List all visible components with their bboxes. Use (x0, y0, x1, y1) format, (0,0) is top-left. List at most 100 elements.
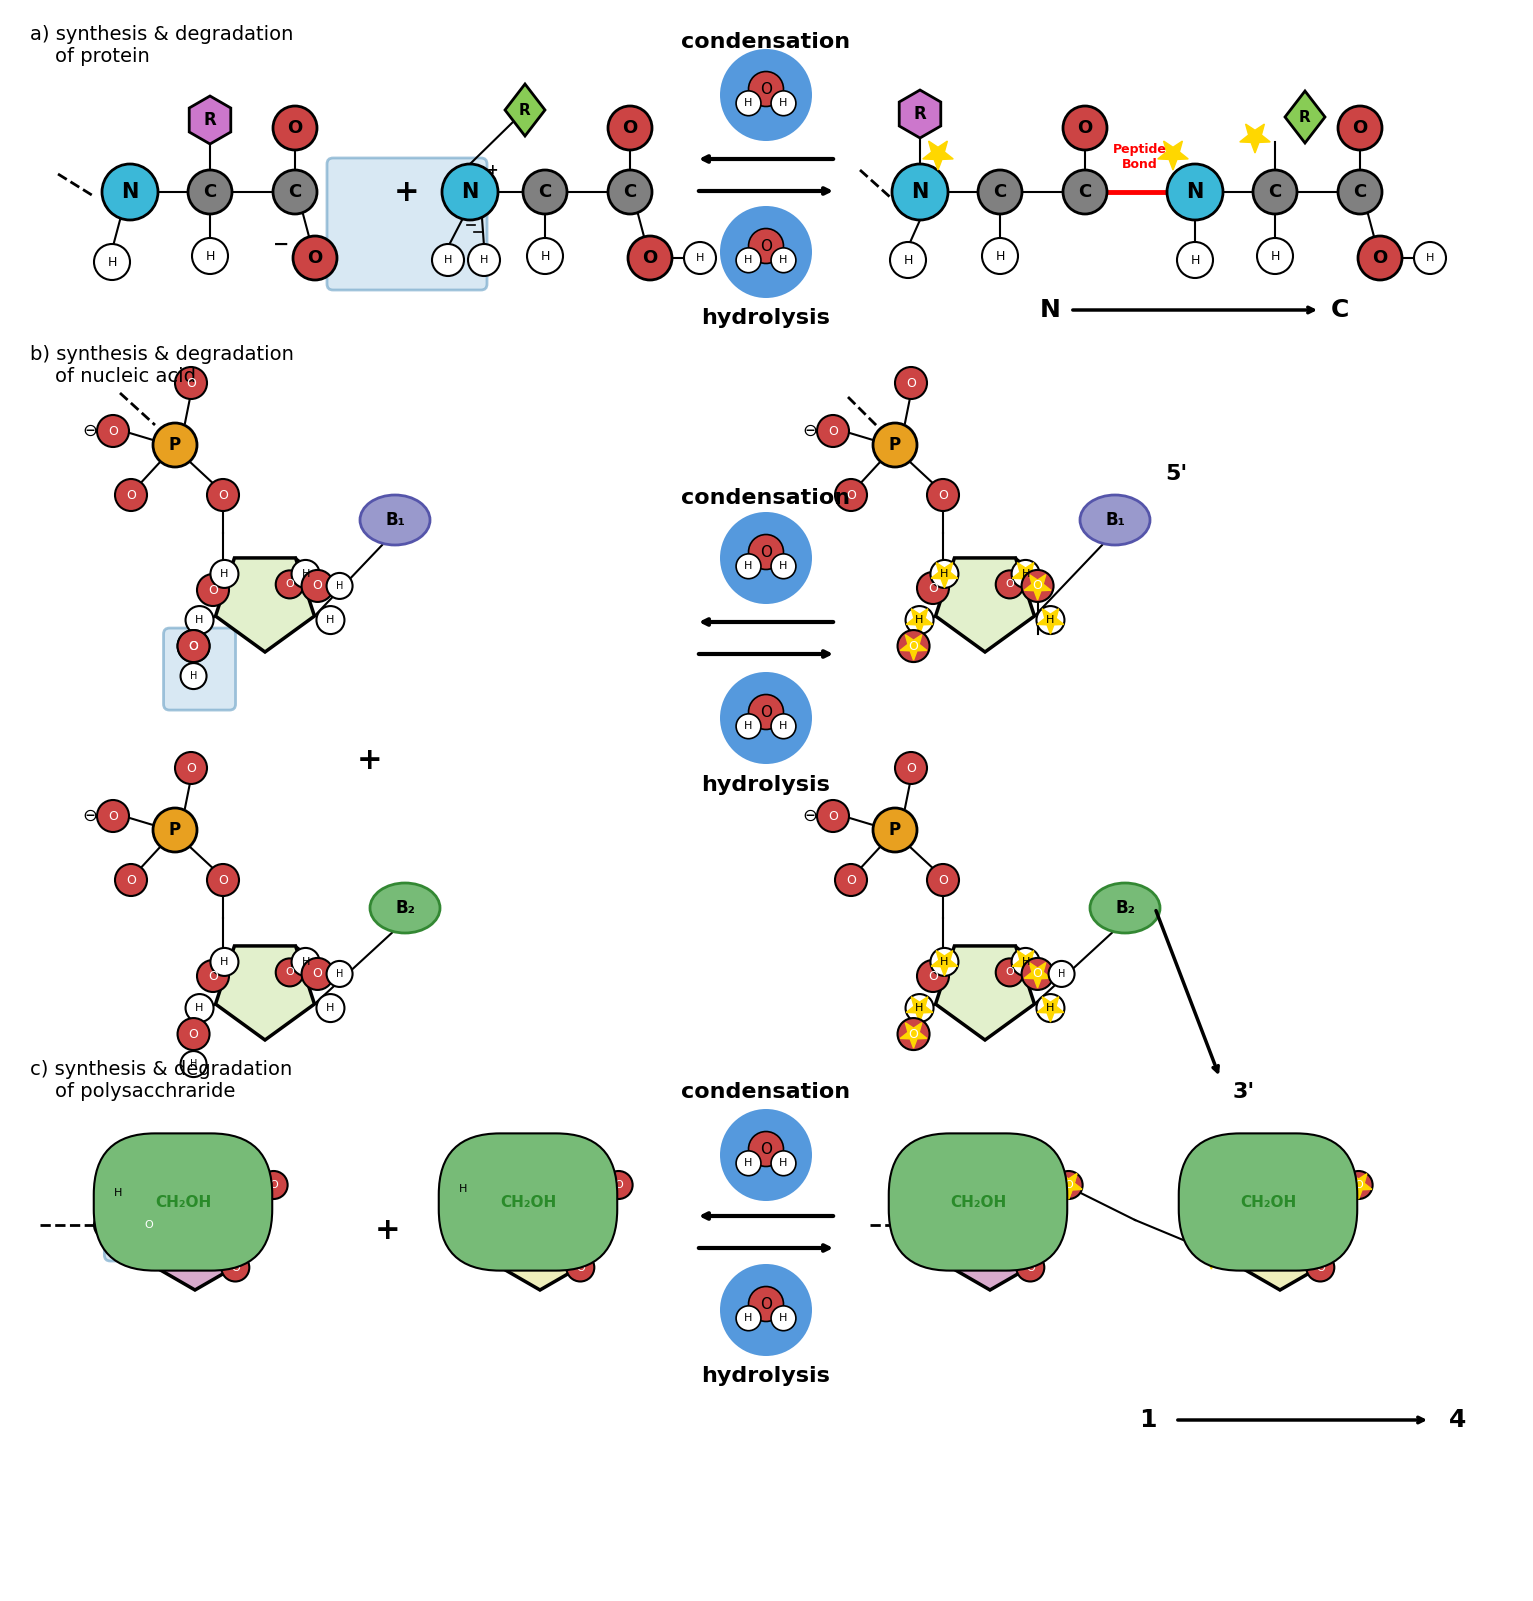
Text: H: H (480, 255, 487, 266)
Circle shape (103, 163, 158, 219)
Text: N: N (911, 183, 929, 202)
Circle shape (181, 1052, 207, 1077)
Text: O: O (927, 970, 938, 983)
Text: R: R (520, 102, 530, 117)
Text: B₁: B₁ (385, 511, 405, 528)
Text: H: H (205, 250, 215, 263)
Circle shape (1036, 607, 1064, 634)
Text: H: H (779, 98, 788, 109)
Text: +: + (394, 178, 420, 207)
Circle shape (210, 560, 239, 588)
Circle shape (1012, 948, 1039, 977)
Polygon shape (480, 1150, 601, 1290)
Text: H: H (336, 969, 343, 978)
Text: O: O (308, 250, 322, 267)
Circle shape (507, 1137, 537, 1164)
Circle shape (931, 560, 958, 588)
Text: H: H (113, 1185, 123, 1194)
Polygon shape (504, 83, 546, 136)
Polygon shape (216, 557, 314, 652)
Text: b) synthesis & degradation
    of nucleic acid: b) synthesis & degradation of nucleic ac… (31, 344, 294, 386)
Circle shape (104, 1175, 132, 1202)
Text: O: O (185, 762, 196, 775)
Text: +: + (357, 746, 383, 775)
Text: O: O (760, 704, 773, 719)
Circle shape (748, 535, 783, 570)
Text: N: N (1039, 298, 1061, 322)
Text: H: H (779, 722, 788, 732)
Circle shape (1338, 106, 1383, 150)
Text: ⊖: ⊖ (802, 807, 817, 825)
Circle shape (185, 607, 213, 634)
Text: B₂: B₂ (396, 900, 415, 917)
Ellipse shape (369, 884, 440, 933)
Text: −: − (273, 234, 290, 253)
Text: H: H (1021, 957, 1030, 967)
Text: H: H (1058, 969, 1065, 978)
Text: O: O (938, 488, 947, 501)
Text: O: O (190, 1166, 199, 1175)
Circle shape (523, 170, 567, 215)
Text: R: R (1298, 109, 1311, 125)
Circle shape (115, 865, 147, 897)
Text: H: H (940, 957, 949, 967)
Circle shape (192, 239, 228, 274)
Polygon shape (1055, 1174, 1082, 1199)
Text: H: H (915, 615, 924, 624)
Text: O: O (189, 639, 198, 653)
Text: O: O (760, 239, 773, 253)
Circle shape (198, 575, 228, 607)
Text: O: O (1006, 967, 1015, 977)
Text: hydrolysis: hydrolysis (702, 1366, 831, 1386)
Text: H: H (696, 253, 704, 263)
Circle shape (927, 479, 960, 511)
Circle shape (1177, 242, 1213, 279)
Circle shape (978, 170, 1023, 215)
Text: O: O (1064, 1180, 1073, 1190)
Circle shape (897, 631, 929, 663)
Circle shape (291, 560, 319, 588)
Text: O: O (927, 581, 938, 594)
Polygon shape (1285, 91, 1325, 142)
Text: H: H (113, 1188, 123, 1198)
Polygon shape (1024, 575, 1052, 600)
Circle shape (891, 242, 926, 279)
Circle shape (736, 91, 760, 115)
Polygon shape (135, 1150, 256, 1290)
Text: H: H (173, 1145, 181, 1154)
Text: hydrolysis: hydrolysis (702, 775, 831, 796)
Text: H: H (518, 1145, 526, 1154)
Polygon shape (1199, 1244, 1225, 1270)
Polygon shape (900, 90, 941, 138)
Circle shape (1012, 560, 1039, 588)
Circle shape (1344, 1170, 1372, 1199)
Ellipse shape (360, 495, 429, 544)
Circle shape (1049, 961, 1075, 986)
Circle shape (892, 163, 947, 219)
Circle shape (210, 948, 239, 977)
Polygon shape (189, 96, 231, 144)
Circle shape (1257, 239, 1292, 274)
Text: condensation: condensation (682, 1082, 851, 1101)
Text: O: O (126, 874, 136, 887)
Circle shape (468, 243, 500, 275)
Text: H: H (745, 98, 753, 109)
Text: c) synthesis & degradation
    of polysacchraride: c) synthesis & degradation of polysacchr… (31, 1060, 293, 1101)
Text: H: H (190, 671, 198, 680)
Circle shape (293, 235, 337, 280)
Text: C: C (1268, 183, 1282, 202)
Polygon shape (900, 1023, 927, 1049)
Circle shape (97, 415, 129, 447)
Circle shape (276, 570, 304, 599)
Text: O: O (760, 1142, 773, 1156)
Text: 4: 4 (1449, 1407, 1467, 1431)
Text: H: H (940, 568, 949, 580)
Text: O: O (287, 118, 302, 138)
Circle shape (604, 1170, 633, 1199)
Text: H: H (1006, 1166, 1013, 1175)
Polygon shape (931, 951, 958, 977)
Text: H: H (1297, 1166, 1303, 1175)
Circle shape (198, 961, 228, 993)
Text: O: O (615, 1180, 622, 1190)
Text: O: O (1033, 580, 1042, 592)
